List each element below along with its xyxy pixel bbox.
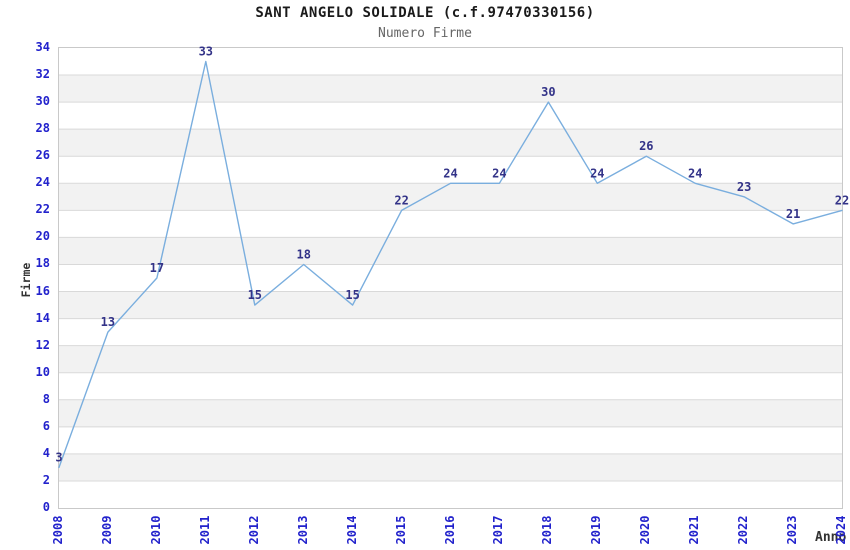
y-tick-label: 18 [35,256,50,271]
y-tick-label: 34 [35,40,50,54]
y-tick-label: 2 [42,472,50,487]
line-chart-svg: 3 13 17 33 15 18 15 22 24 24 30 24 26 24 23 21 22 [55,45,849,482]
x-tick-label: 2012 [246,515,261,545]
data-label: 26 [639,139,653,153]
data-label: 33 [199,45,213,59]
y-tick-label: 0 [42,500,50,514]
data-label: 3 [55,450,62,464]
data-label: 24 [443,166,457,180]
y-tick-label: 6 [42,418,50,433]
series-line [58,60,843,469]
data-label: 22 [835,193,849,207]
data-label: 24 [590,166,604,180]
data-label: 24 [492,166,506,180]
band-stripe [59,75,842,103]
x-axis-label: Anno [815,530,847,545]
chart-subtitle: Numero Firme [378,26,472,41]
data-label: 17 [150,261,164,275]
x-tick-label: 2021 [687,515,702,545]
data-label: 30 [541,85,555,99]
x-tick-label: 2022 [736,515,751,545]
data-label: 13 [101,315,115,329]
data-label: 22 [394,193,408,207]
data-label: 15 [248,288,262,302]
y-tick-label: 22 [35,202,50,217]
y-tick-label: 26 [35,148,50,163]
band-stripe [59,183,842,211]
plot-area: 3 13 17 33 15 18 15 22 24 24 30 24 26 24 23 21 22 [55,45,849,509]
data-label: 21 [786,207,800,221]
x-tick-label: 2010 [148,515,163,545]
x-tick-label: 2013 [295,515,310,545]
y-tick-label: 10 [35,364,50,379]
y-tick-label: 20 [35,229,50,244]
y-tick-label: 4 [42,445,50,460]
y-tick-label: 30 [35,94,50,109]
x-tick-label: 2015 [393,515,408,545]
x-tick-label: 2009 [99,515,114,545]
y-tick-label: 8 [42,391,50,406]
band-stripe [59,453,842,481]
y-tick-label: 12 [35,337,50,352]
band-stripe [59,129,842,157]
band-stripe [59,399,842,427]
x-tick-label: 2017 [491,515,506,545]
x-tick-label: 2016 [442,515,457,545]
data-label: 18 [296,248,310,262]
y-tick-label: 14 [35,310,50,325]
band-stripe [59,345,842,373]
data-label: 23 [737,180,751,194]
x-tick-label: 2011 [197,515,212,545]
y-tick-label: 28 [35,121,50,136]
band-stripe [59,237,842,265]
x-tick-label: 2024 [834,515,848,545]
band-stripe [59,291,842,319]
x-tick-label: 2014 [344,515,359,545]
x-tick-label: 2019 [589,515,604,545]
chart-title: SANT ANGELO SOLIDALE (c.f.97470330156) [255,5,595,21]
y-tick-label: 24 [35,175,50,190]
data-label: 15 [345,288,359,302]
y-tick-label: 32 [35,67,50,82]
data-label: 24 [688,166,702,180]
x-tick-label: 2023 [785,515,800,545]
x-tick-label: 2018 [540,515,555,545]
x-tick-label: 2008 [51,515,65,545]
x-tick-label: 2020 [638,515,653,545]
y-tick-label: 16 [35,283,50,298]
